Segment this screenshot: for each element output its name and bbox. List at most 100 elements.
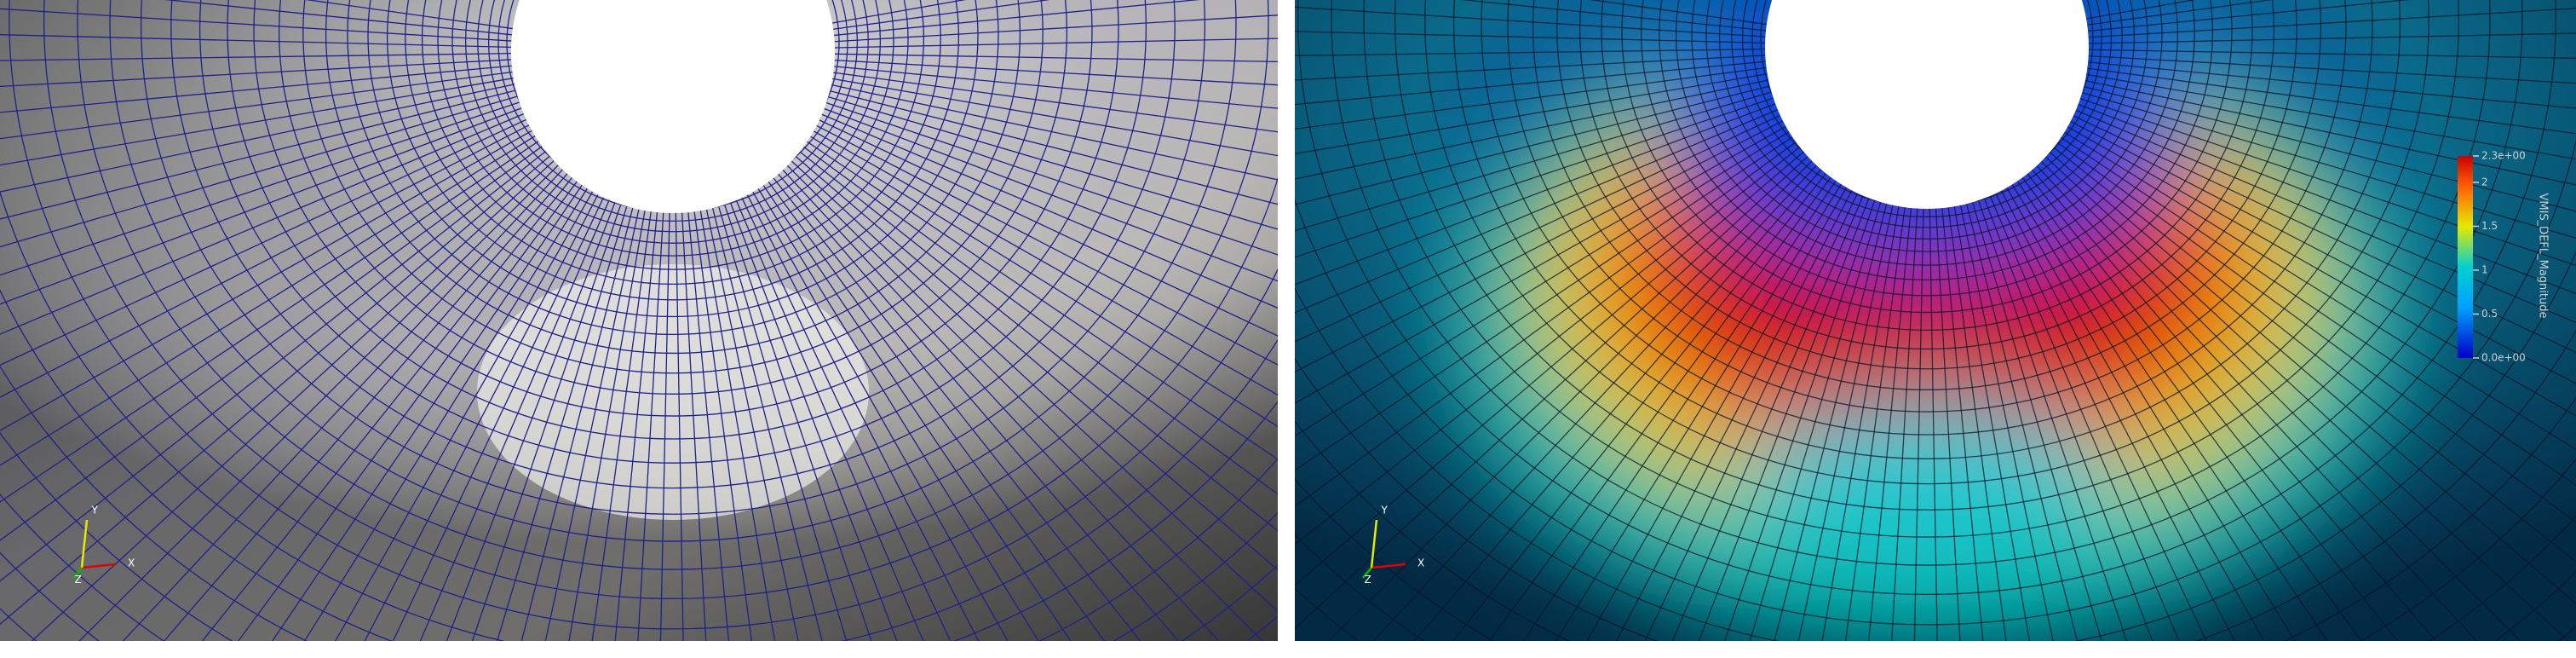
mesh-ring xyxy=(1556,0,2297,370)
mesh-line xyxy=(78,164,559,641)
mesh-line xyxy=(1941,208,1984,641)
mesh-ring xyxy=(405,0,941,285)
mesh-line xyxy=(834,59,1278,86)
mesh-line xyxy=(2088,61,2576,109)
mesh-line xyxy=(2082,92,2576,239)
mesh-line xyxy=(699,211,776,641)
mesh-line xyxy=(0,84,515,193)
mesh-line xyxy=(1295,79,1769,180)
mesh-line xyxy=(1295,73,1768,155)
mesh-line xyxy=(2044,156,2569,641)
mesh-line xyxy=(0,65,512,113)
mesh-ring xyxy=(253,0,1093,417)
mesh-line xyxy=(238,181,578,641)
mesh-line xyxy=(303,188,588,641)
mesh-ring xyxy=(1691,0,2163,252)
mesh-line xyxy=(0,107,522,305)
mesh-line xyxy=(1295,120,1784,373)
mesh-line xyxy=(821,113,1278,309)
mesh-line xyxy=(544,209,640,641)
mesh-ring xyxy=(302,0,1044,374)
mesh-line xyxy=(1295,125,1786,404)
mesh-line xyxy=(1295,97,1774,258)
mesh-line xyxy=(1821,206,1900,641)
mesh-line xyxy=(0,78,514,166)
mesh-line xyxy=(1295,156,1808,630)
mesh-line xyxy=(824,107,1278,282)
mesh-line xyxy=(741,197,952,641)
mesh-line xyxy=(392,197,605,641)
color-legend: VMIS_DEFL_Magnitude 2.3e+00 2 1.5 1 0.5 0.0e+… xyxy=(2458,150,2550,364)
mesh-line xyxy=(1413,169,1822,641)
mesh-line xyxy=(2088,55,2576,84)
mesh-ring xyxy=(1453,0,2401,459)
mesh-line xyxy=(2027,173,2399,641)
mesh-line xyxy=(0,71,513,140)
mesh-line xyxy=(1615,190,1853,641)
mesh-line xyxy=(1295,91,1772,232)
axis-arrow xyxy=(1371,563,1406,569)
mesh-line xyxy=(681,212,707,641)
mesh-line xyxy=(831,84,1278,181)
axes-triad: X Y Z xyxy=(1362,504,1424,586)
axis-label: Z xyxy=(1365,574,1371,586)
mesh-line xyxy=(1295,31,1766,44)
mesh-line xyxy=(729,202,898,641)
mesh-line xyxy=(834,38,1278,49)
axis-label: Z xyxy=(75,574,82,586)
axis-arrow xyxy=(72,567,83,579)
mesh-line xyxy=(0,113,525,335)
mesh-line xyxy=(637,212,664,641)
mesh-ring xyxy=(227,0,1119,440)
mesh-line xyxy=(2088,8,2576,38)
mesh-line xyxy=(757,188,1039,641)
axes-triad: X Y Z xyxy=(72,504,135,586)
mesh-line xyxy=(2084,85,2576,212)
axis-arrow xyxy=(1370,519,1378,569)
mesh-ring xyxy=(1705,0,2148,240)
mesh-ring xyxy=(1579,0,2274,349)
mesh-ring xyxy=(325,0,1021,354)
axis-arrow xyxy=(81,563,117,569)
mesh-line xyxy=(1989,195,2180,641)
mesh-line xyxy=(2086,73,2576,160)
hole xyxy=(1765,0,2089,209)
mesh-line xyxy=(1749,201,1882,641)
dent xyxy=(477,264,869,520)
tick-label: 1 xyxy=(2481,263,2488,275)
mesh-line xyxy=(795,156,1278,571)
mesh-line xyxy=(1488,176,1831,641)
mesh-line xyxy=(2073,115,2576,354)
mesh-line xyxy=(1844,207,1906,641)
mesh-line xyxy=(675,212,684,641)
axis-label: X xyxy=(1417,557,1424,569)
mesh-ring xyxy=(451,0,894,244)
mesh-line xyxy=(746,194,980,641)
mesh-line xyxy=(0,130,532,431)
mesh-ring xyxy=(170,0,1176,489)
mesh-line xyxy=(2053,147,2576,563)
mesh-line xyxy=(1913,208,1924,641)
mesh-line xyxy=(0,95,518,248)
mesh-line xyxy=(834,66,1278,109)
mesh-ring xyxy=(1481,0,2373,436)
hole xyxy=(511,0,835,213)
mesh-line xyxy=(1295,61,1766,106)
color-bar xyxy=(2458,156,2473,358)
tick-label: 1.5 xyxy=(2481,220,2498,232)
mesh-line xyxy=(122,169,563,641)
mesh-ring xyxy=(9,0,1278,630)
mesh-line xyxy=(1953,206,2031,641)
mesh-ring xyxy=(141,0,1205,515)
mesh-line xyxy=(0,155,550,626)
mesh-ring xyxy=(199,0,1147,464)
mesh-line xyxy=(520,207,634,641)
mesh-line xyxy=(834,14,1278,43)
axis-label: X xyxy=(128,557,135,569)
mesh-line xyxy=(446,202,616,641)
mesh-line xyxy=(2078,103,2576,295)
